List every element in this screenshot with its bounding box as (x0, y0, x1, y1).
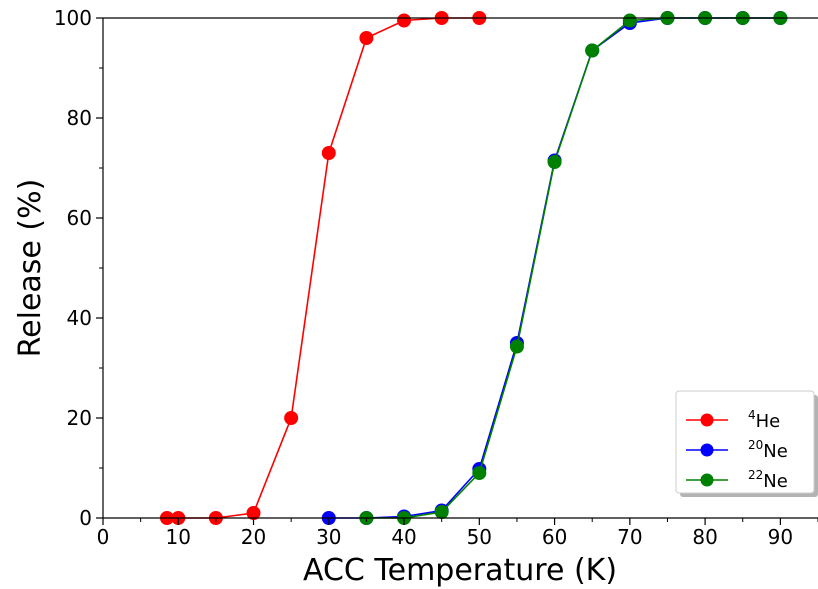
ticks-layer: 0 10 20 30 40 50 60 70 80 90 0 20 40 60 80 100 (54, 6, 818, 549)
legend-label-superscript: 4 (748, 408, 756, 422)
legend-label-superscript: 20 (748, 438, 763, 452)
data-point (321, 146, 336, 160)
data-point (284, 411, 299, 425)
x-tick-label: 0 (97, 525, 110, 549)
legend-label: 22Ne (748, 468, 788, 492)
legend-label-superscript: 22 (748, 468, 763, 482)
x-axis-label: ACC Temperature (K) (303, 553, 617, 588)
x-tick-label: 10 (166, 525, 191, 549)
legend-label: 4He (748, 408, 780, 432)
y-tick-label: 60 (67, 206, 92, 230)
x-tick-label: 20 (241, 525, 266, 549)
data-point (472, 466, 487, 480)
y-tick-label: 20 (67, 406, 92, 430)
legend-label-element: Ne (763, 471, 788, 492)
data-point (509, 339, 524, 354)
data-point (547, 155, 562, 169)
legend-label-element: Ne (763, 441, 788, 462)
y-tick-label: 80 (67, 106, 92, 130)
legend-marker (700, 413, 714, 427)
data-point (359, 31, 374, 45)
series-layer (159, 11, 788, 525)
legend-label: 20Ne (748, 438, 788, 462)
data-point (397, 13, 412, 28)
y-tick-label: 40 (67, 306, 92, 330)
data-point (434, 505, 449, 519)
legend-label-element: He (756, 411, 781, 432)
legend-marker (700, 473, 714, 487)
x-tick-label: 40 (391, 525, 416, 549)
x-tick-label: 30 (316, 525, 341, 549)
x-tick-label: 80 (692, 525, 717, 549)
x-tick-label: 60 (542, 525, 567, 549)
data-point (585, 43, 600, 58)
x-tick-label: 90 (768, 525, 793, 549)
y-tick-label: 100 (54, 6, 92, 30)
y-tick-label: 0 (79, 506, 92, 530)
legend-marker (700, 443, 714, 457)
x-tick-label: 70 (617, 525, 642, 549)
x-tick-label: 50 (467, 525, 492, 549)
y-axis-label: Release (%) (13, 179, 48, 358)
legend-box (675, 390, 815, 494)
data-point (622, 13, 637, 28)
